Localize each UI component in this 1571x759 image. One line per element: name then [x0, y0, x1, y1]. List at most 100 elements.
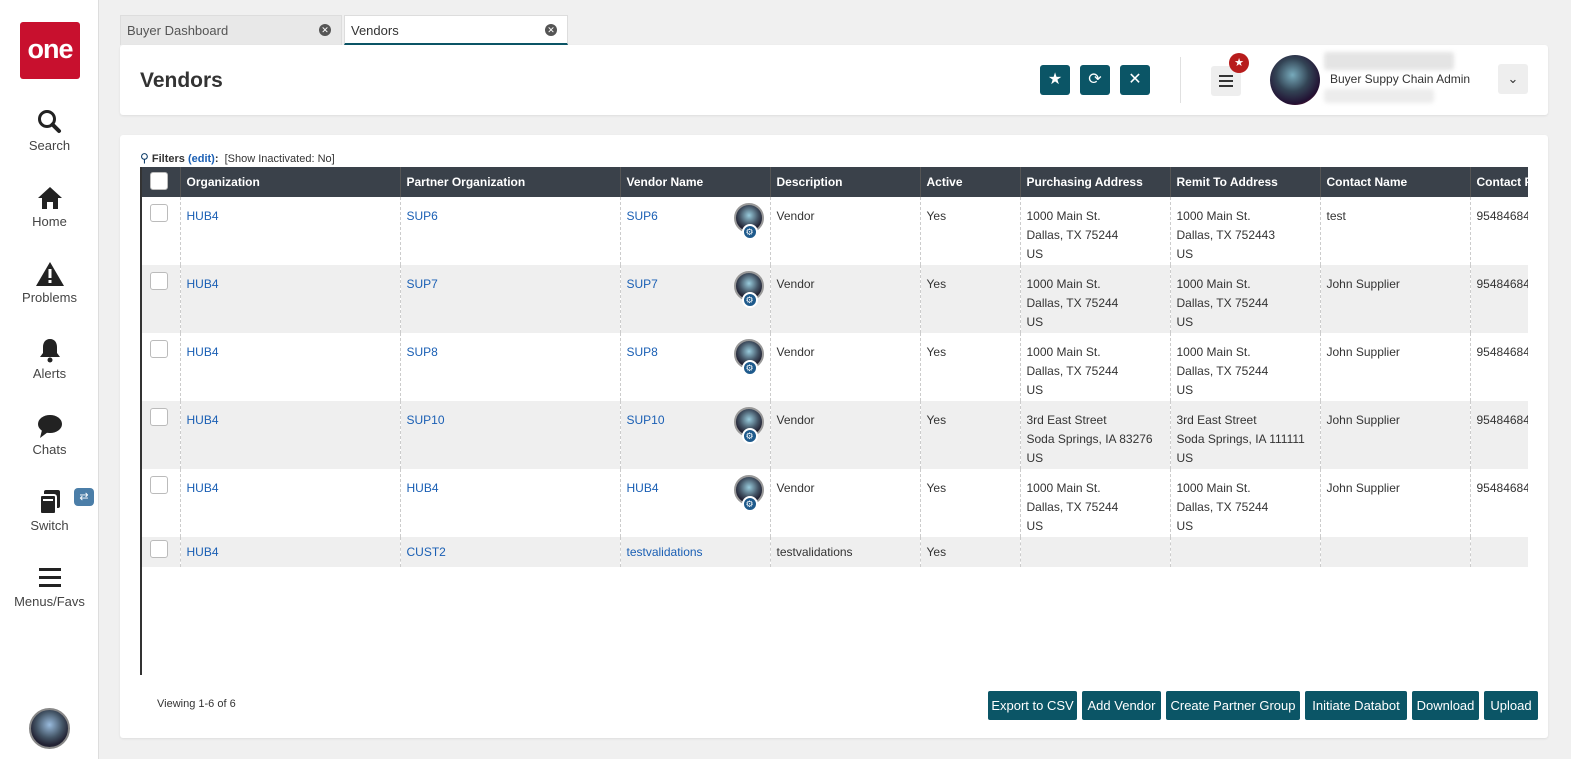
vendor-avatar-icon[interactable]: ⚙: [733, 475, 764, 512]
partner-organization-cell: SUP6: [400, 197, 621, 265]
col-partner-organization[interactable]: Partner Organization: [400, 167, 621, 197]
vendor-name-link[interactable]: SUP7: [626, 277, 658, 291]
col-description[interactable]: Description: [770, 167, 921, 197]
purchasing-address-line3: US: [1026, 519, 1044, 533]
refresh-button[interactable]: ⟳: [1080, 65, 1110, 95]
row-select-cell: [142, 333, 181, 401]
add-vendor-button[interactable]: Add Vendor: [1082, 691, 1161, 720]
nav-home[interactable]: Home: [0, 184, 99, 229]
table-row[interactable]: HUB4 SUP8 SUP8 ⚙ Vendor Yes 1000 Main St. Dalla…: [142, 333, 1528, 401]
col-purchasing-address[interactable]: Purchasing Address: [1020, 167, 1171, 197]
vendor-name-link[interactable]: SUP10: [626, 413, 665, 427]
partner-organization-link[interactable]: SUP10: [406, 413, 445, 427]
purchasing-address-line3: US: [1026, 451, 1044, 465]
table-row[interactable]: HUB4 SUP6 SUP6 ⚙ Vendor Yes 1000 Main St. Dalla…: [142, 197, 1528, 265]
col-active[interactable]: Active: [920, 167, 1021, 197]
close-page-button[interactable]: ✕: [1120, 65, 1150, 95]
vendor-avatar-icon[interactable]: ⚙: [733, 407, 764, 444]
organization-link[interactable]: HUB4: [186, 209, 219, 223]
close-icon[interactable]: ✕: [319, 24, 331, 36]
nav-problems[interactable]: Problems: [0, 260, 99, 305]
user-name-redacted: [1324, 52, 1454, 70]
partner-organization-link[interactable]: SUP7: [406, 277, 438, 291]
download-button[interactable]: Download: [1412, 691, 1479, 720]
col-vendor-name[interactable]: Vendor Name: [620, 167, 771, 197]
export-csv-button[interactable]: Export to CSV: [988, 691, 1077, 720]
active-cell: Yes: [920, 265, 1021, 333]
refresh-icon: ⟳: [1088, 71, 1102, 88]
description-cell: Vendor: [770, 469, 921, 537]
organization-link[interactable]: HUB4: [186, 413, 219, 427]
partner-organization-link[interactable]: CUST2: [406, 545, 446, 559]
close-icon[interactable]: ✕: [545, 24, 557, 36]
vendor-name-link[interactable]: testvalidations: [626, 545, 703, 559]
row-checkbox[interactable]: [150, 408, 168, 426]
purchasing-address-line1: 1000 Main St.: [1026, 345, 1101, 359]
organization-link[interactable]: HUB4: [186, 277, 219, 291]
contact-name-cell: [1320, 537, 1471, 567]
user-avatar[interactable]: [1270, 55, 1320, 105]
purchasing-address-cell: 1000 Main St. Dallas, TX 75244 US: [1020, 265, 1171, 333]
organization-link[interactable]: HUB4: [186, 345, 219, 359]
switch-badge[interactable]: ⇄: [74, 488, 94, 506]
close-icon: ✕: [1128, 71, 1142, 88]
organization-cell: HUB4: [180, 469, 401, 537]
remit-to-address-cell: [1170, 537, 1321, 567]
row-checkbox[interactable]: [150, 272, 168, 290]
partner-organization-link[interactable]: SUP6: [406, 209, 438, 223]
col-contact-name[interactable]: Contact Name: [1320, 167, 1471, 197]
one-logo[interactable]: one: [20, 22, 80, 79]
vendor-name-link[interactable]: SUP6: [626, 209, 658, 223]
organization-cell: HUB4: [180, 401, 401, 469]
organization-link[interactable]: HUB4: [186, 545, 219, 559]
select-all-checkbox[interactable]: [150, 171, 168, 190]
filters-edit-link[interactable]: (edit): [187, 153, 215, 165]
nav-chats[interactable]: Chats: [0, 412, 99, 457]
vendor-name-cell: SUP6 ⚙: [620, 197, 771, 265]
col-remit-to-address[interactable]: Remit To Address: [1170, 167, 1321, 197]
vendor-name-link[interactable]: HUB4: [626, 481, 659, 495]
purchasing-address-line2: Dallas, TX 75244: [1026, 296, 1119, 310]
row-checkbox[interactable]: [150, 476, 168, 494]
table-row[interactable]: HUB4 SUP7 SUP7 ⚙ Vendor Yes 1000 Main St. Dalla…: [142, 265, 1528, 333]
table-row[interactable]: HUB4 HUB4 HUB4 ⚙ Vendor Yes 1000 Main St. Dalla…: [142, 469, 1528, 537]
contact-phone-cell: 9548468443: [1470, 265, 1528, 333]
nav-alerts[interactable]: Alerts: [0, 336, 99, 381]
row-checkbox[interactable]: [150, 204, 168, 222]
vendor-avatar-icon[interactable]: ⚙: [733, 203, 764, 240]
initiate-databot-button[interactable]: Initiate Databot: [1305, 691, 1407, 720]
col-contact-phone[interactable]: Contact Phone: [1470, 167, 1528, 197]
table-row[interactable]: HUB4 SUP10 SUP10 ⚙ Vendor Yes 3rd East Street S…: [142, 401, 1528, 469]
tab-buyer-dashboard[interactable]: Buyer Dashboard ✕: [120, 15, 342, 45]
vendor-name-cell: testvalidations: [620, 537, 771, 567]
remit-address-line2: Soda Springs, IA 111111: [1176, 432, 1305, 446]
col-organization[interactable]: Organization: [180, 167, 401, 197]
pagination-summary: Viewing 1-6 of 6: [157, 698, 236, 710]
vendor-avatar-icon[interactable]: ⚙: [733, 339, 764, 376]
partner-organization-link[interactable]: HUB4: [406, 481, 439, 495]
table-row[interactable]: HUB4 CUST2 testvalidations testvalidations Y…: [142, 537, 1528, 567]
nav-menus-favs[interactable]: Menus/Favs: [0, 564, 99, 609]
organization-link[interactable]: HUB4: [186, 481, 219, 495]
favorite-button[interactable]: ★: [1040, 65, 1070, 95]
row-checkbox[interactable]: [150, 340, 168, 358]
chevron-down-icon: ⌄: [1507, 71, 1519, 86]
upload-button[interactable]: Upload: [1484, 691, 1538, 720]
nav-problems-label: Problems: [22, 290, 77, 305]
select-all-cell: [142, 167, 181, 197]
nav-switch[interactable]: Switch: [0, 488, 99, 533]
purchasing-address-cell: 1000 Main St. Dallas, TX 75244 US: [1020, 469, 1171, 537]
switch-icon: [38, 490, 60, 515]
user-menu-button[interactable]: ⌄: [1498, 64, 1528, 94]
partner-organization-cell: CUST2: [400, 537, 621, 567]
vendor-name-link[interactable]: SUP8: [626, 345, 658, 359]
nav-search[interactable]: Search: [0, 108, 99, 153]
row-checkbox[interactable]: [150, 540, 168, 558]
row-select-cell: [142, 401, 181, 469]
partner-organization-link[interactable]: SUP8: [406, 345, 438, 359]
active-cell: Yes: [920, 401, 1021, 469]
assistant-avatar[interactable]: [29, 708, 70, 749]
vendor-avatar-icon[interactable]: ⚙: [733, 271, 764, 308]
create-partner-group-button[interactable]: Create Partner Group: [1166, 691, 1300, 720]
tab-vendors[interactable]: Vendors ✕: [344, 15, 568, 45]
